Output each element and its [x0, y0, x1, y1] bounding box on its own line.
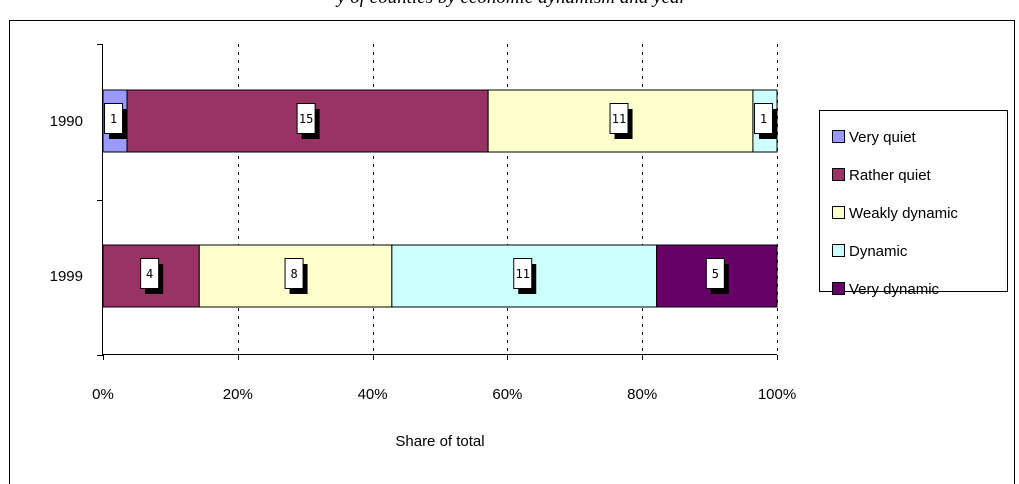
- data-label-value: 4: [146, 267, 153, 281]
- data-label: 15: [296, 103, 320, 139]
- data-label-box: [513, 258, 533, 289]
- data-label-box: [705, 258, 725, 289]
- data-label: 5: [705, 258, 729, 294]
- legend-label: Weakly dynamic: [849, 205, 958, 222]
- data-label-box: [753, 103, 773, 134]
- x-tick-label: 100%: [758, 386, 796, 403]
- x-tick-label: 20%: [223, 386, 253, 403]
- data-label-value: 1: [760, 112, 767, 126]
- data-label-value: 11: [516, 267, 530, 281]
- data-label: 8: [284, 258, 308, 294]
- data-label: 1: [753, 103, 777, 139]
- y-tick-label: 1999: [50, 268, 83, 285]
- data-label: 4: [140, 258, 164, 294]
- data-label-value: 1: [110, 112, 117, 126]
- x-tick-label: 0%: [92, 386, 114, 403]
- x-tick-label: 60%: [492, 386, 522, 403]
- data-label-value: 8: [290, 267, 297, 281]
- data-label-box: [284, 258, 304, 289]
- legend-label: Very dynamic: [849, 281, 940, 298]
- data-label-value: 15: [299, 112, 313, 126]
- legend-swatch: [832, 130, 845, 143]
- legend-swatch: [832, 244, 845, 257]
- legend-swatch: [832, 206, 845, 219]
- chart-title: y of counties by economic dynamism and y…: [335, 0, 687, 8]
- legend-box: [819, 110, 1008, 292]
- data-label: 1: [104, 103, 128, 139]
- x-tick-label: 80%: [627, 386, 657, 403]
- data-labels: 1 15 11 14 8 11 5: [104, 103, 777, 294]
- legend-swatch: [832, 168, 845, 181]
- legend-swatch: [832, 282, 845, 295]
- x-axis-title: Share of total: [395, 433, 484, 450]
- legend-label: Rather quiet: [849, 167, 932, 184]
- data-label: 11: [609, 103, 633, 139]
- data-label-box: [296, 103, 316, 134]
- data-label-value: 5: [712, 267, 719, 281]
- data-label-value: 11: [612, 112, 626, 126]
- legend-label: Dynamic: [849, 243, 908, 260]
- data-label-box: [140, 258, 160, 289]
- y-tick-label: 1990: [50, 113, 83, 130]
- x-tick-label: 40%: [358, 386, 388, 403]
- data-label-box: [609, 103, 629, 134]
- data-label-box: [104, 103, 124, 134]
- axes: 1990 1999 0% 20% 40% 60% 80% 100%: [50, 44, 796, 403]
- legend: Very quiet Rather quiet Weakly dynamic Dyna…: [819, 110, 1008, 298]
- legend-label: Very quiet: [849, 129, 917, 146]
- data-label: 11: [513, 258, 537, 294]
